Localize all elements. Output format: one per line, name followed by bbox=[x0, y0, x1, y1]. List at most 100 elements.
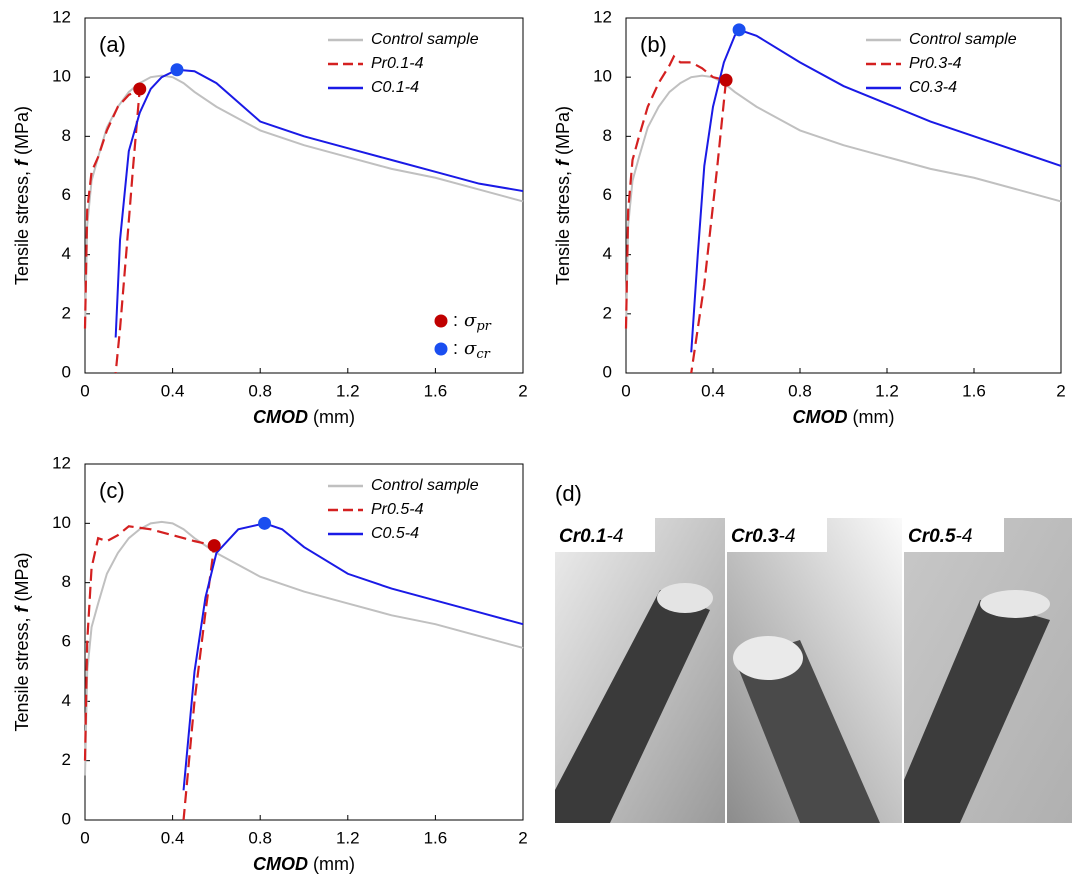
caption-suffix: -4 bbox=[607, 526, 624, 547]
point-marker bbox=[170, 63, 184, 77]
legend-subscript: cr bbox=[476, 347, 490, 362]
legend-label: Control sample bbox=[371, 477, 479, 494]
x-tick-label: 0 bbox=[621, 381, 630, 400]
x-tick-label: 1.6 bbox=[424, 381, 448, 400]
y-tick-label: 0 bbox=[62, 362, 71, 381]
series-line bbox=[83, 87, 142, 374]
x-axis-label-unit: (mm) bbox=[313, 407, 355, 427]
x-tick-label: 1.6 bbox=[962, 381, 986, 400]
x-tick-label: 1.2 bbox=[336, 381, 360, 400]
x-axis-label: CMOD (mm) bbox=[793, 407, 895, 427]
y-axis-label-unit: (MPa) bbox=[12, 552, 32, 601]
y-tick-label: 2 bbox=[62, 303, 71, 322]
y-tick-label: 8 bbox=[603, 126, 612, 145]
x-tick-label: 0 bbox=[80, 381, 89, 400]
legend-label: Control sample bbox=[909, 31, 1017, 48]
x-axis-label-symbol: CMOD bbox=[793, 407, 848, 427]
y-tick-label: 0 bbox=[603, 362, 612, 381]
y-axis-label-unit: (MPa) bbox=[12, 106, 32, 155]
point-marker bbox=[258, 516, 272, 530]
photo-caption: Cr0.1-4 bbox=[555, 518, 655, 552]
y-axis-label-text: Tensile stress, bbox=[12, 617, 32, 731]
point-marker bbox=[732, 23, 746, 37]
fiber-end bbox=[980, 590, 1050, 618]
y-axis-label-symbol: f bbox=[12, 158, 32, 166]
legend-point bbox=[434, 342, 448, 356]
legend-subscript: pr bbox=[476, 319, 491, 334]
y-tick-label: 12 bbox=[52, 453, 71, 472]
y-tick-label: 10 bbox=[52, 513, 71, 532]
caption-box bbox=[904, 518, 1004, 552]
x-tick-label: 2 bbox=[1056, 381, 1065, 400]
series-line bbox=[84, 520, 524, 776]
caption-text: Cr0.1-4 bbox=[559, 526, 623, 547]
x-axis-label: CMOD (mm) bbox=[253, 407, 355, 427]
y-tick-label: 12 bbox=[593, 7, 612, 26]
caption-name: Cr0.1 bbox=[559, 526, 607, 547]
x-tick-label: 1.6 bbox=[424, 828, 448, 847]
y-tick-label: 6 bbox=[603, 185, 612, 204]
x-tick-label: 2 bbox=[518, 381, 527, 400]
x-tick-label: 0.4 bbox=[161, 381, 185, 400]
point-marker bbox=[133, 82, 147, 96]
legend-separator: : bbox=[453, 310, 458, 330]
fiber-end bbox=[657, 583, 713, 613]
chart: 0 2 4 6 8 10 12 0 0.4 0.8 1.2 1.6 2 CMOD (mm) Tensile s… bbox=[553, 7, 1066, 426]
series-line bbox=[84, 74, 524, 329]
legend-point-label: : σpr bbox=[453, 310, 492, 334]
caption-suffix: -4 bbox=[779, 526, 796, 547]
x-tick-label: 0.8 bbox=[248, 828, 272, 847]
legend-label: Control sample bbox=[371, 31, 479, 48]
fiber bbox=[735, 640, 880, 823]
chart: 0 2 4 6 8 10 12 0 0.4 0.8 1.2 1.6 2 CMOD (mm) Tensile s… bbox=[12, 7, 528, 426]
y-tick-label: 2 bbox=[62, 750, 71, 769]
y-axis-label-text: Tensile stress, bbox=[12, 171, 32, 285]
legend-label: Pr0.3-4 bbox=[909, 55, 962, 72]
fiber-end bbox=[733, 636, 803, 680]
x-axis-label-symbol: CMOD bbox=[253, 407, 308, 427]
y-tick-label: 2 bbox=[603, 303, 612, 322]
y-axis-label-symbol: f bbox=[553, 158, 573, 166]
panel-label: (b) bbox=[640, 32, 667, 57]
legend-label: Pr0.5-4 bbox=[371, 501, 424, 518]
y-tick-label: 4 bbox=[62, 691, 71, 710]
legend-label: C0.5-4 bbox=[371, 525, 419, 542]
legend-separator: : bbox=[453, 338, 458, 358]
panel-label: (d) bbox=[555, 481, 582, 506]
photo-caption: Cr0.5-4 bbox=[904, 518, 1004, 552]
legend-point-label: : σcr bbox=[453, 338, 491, 362]
legend-point bbox=[434, 314, 448, 328]
y-tick-label: 10 bbox=[593, 67, 612, 86]
panel-label: (a) bbox=[99, 32, 126, 57]
y-tick-label: 12 bbox=[52, 7, 71, 26]
x-axis-label-symbol: CMOD bbox=[253, 854, 308, 874]
x-axis-label-unit: (mm) bbox=[313, 854, 355, 874]
fiber bbox=[555, 590, 710, 823]
caption-box bbox=[727, 518, 827, 552]
x-tick-label: 0.8 bbox=[248, 381, 272, 400]
legend-label: C0.1-4 bbox=[371, 79, 419, 96]
series-line bbox=[690, 28, 1062, 353]
x-axis-label: CMOD (mm) bbox=[253, 854, 355, 874]
caption-box bbox=[555, 518, 655, 552]
caption-suffix: -4 bbox=[956, 526, 973, 547]
legend-label: Pr0.1-4 bbox=[371, 55, 424, 72]
y-axis-label: Tensile stress, f (MPa) bbox=[553, 106, 573, 285]
caption-text: Cr0.3-4 bbox=[731, 526, 795, 547]
series-line bbox=[625, 74, 1062, 329]
y-tick-label: 4 bbox=[603, 244, 612, 263]
plot-frame bbox=[625, 17, 1062, 374]
y-tick-label: 10 bbox=[52, 67, 71, 86]
y-tick-label: 8 bbox=[62, 126, 71, 145]
caption-name: Cr0.5 bbox=[908, 526, 956, 547]
fiber bbox=[904, 600, 1050, 823]
photo-panel: (d) bbox=[555, 481, 1072, 823]
point-marker bbox=[719, 73, 733, 87]
series-line bbox=[83, 525, 216, 821]
x-tick-label: 0.4 bbox=[701, 381, 725, 400]
y-tick-label: 0 bbox=[62, 809, 71, 828]
legend-symbol: σ bbox=[464, 310, 477, 331]
series-line bbox=[624, 54, 728, 374]
